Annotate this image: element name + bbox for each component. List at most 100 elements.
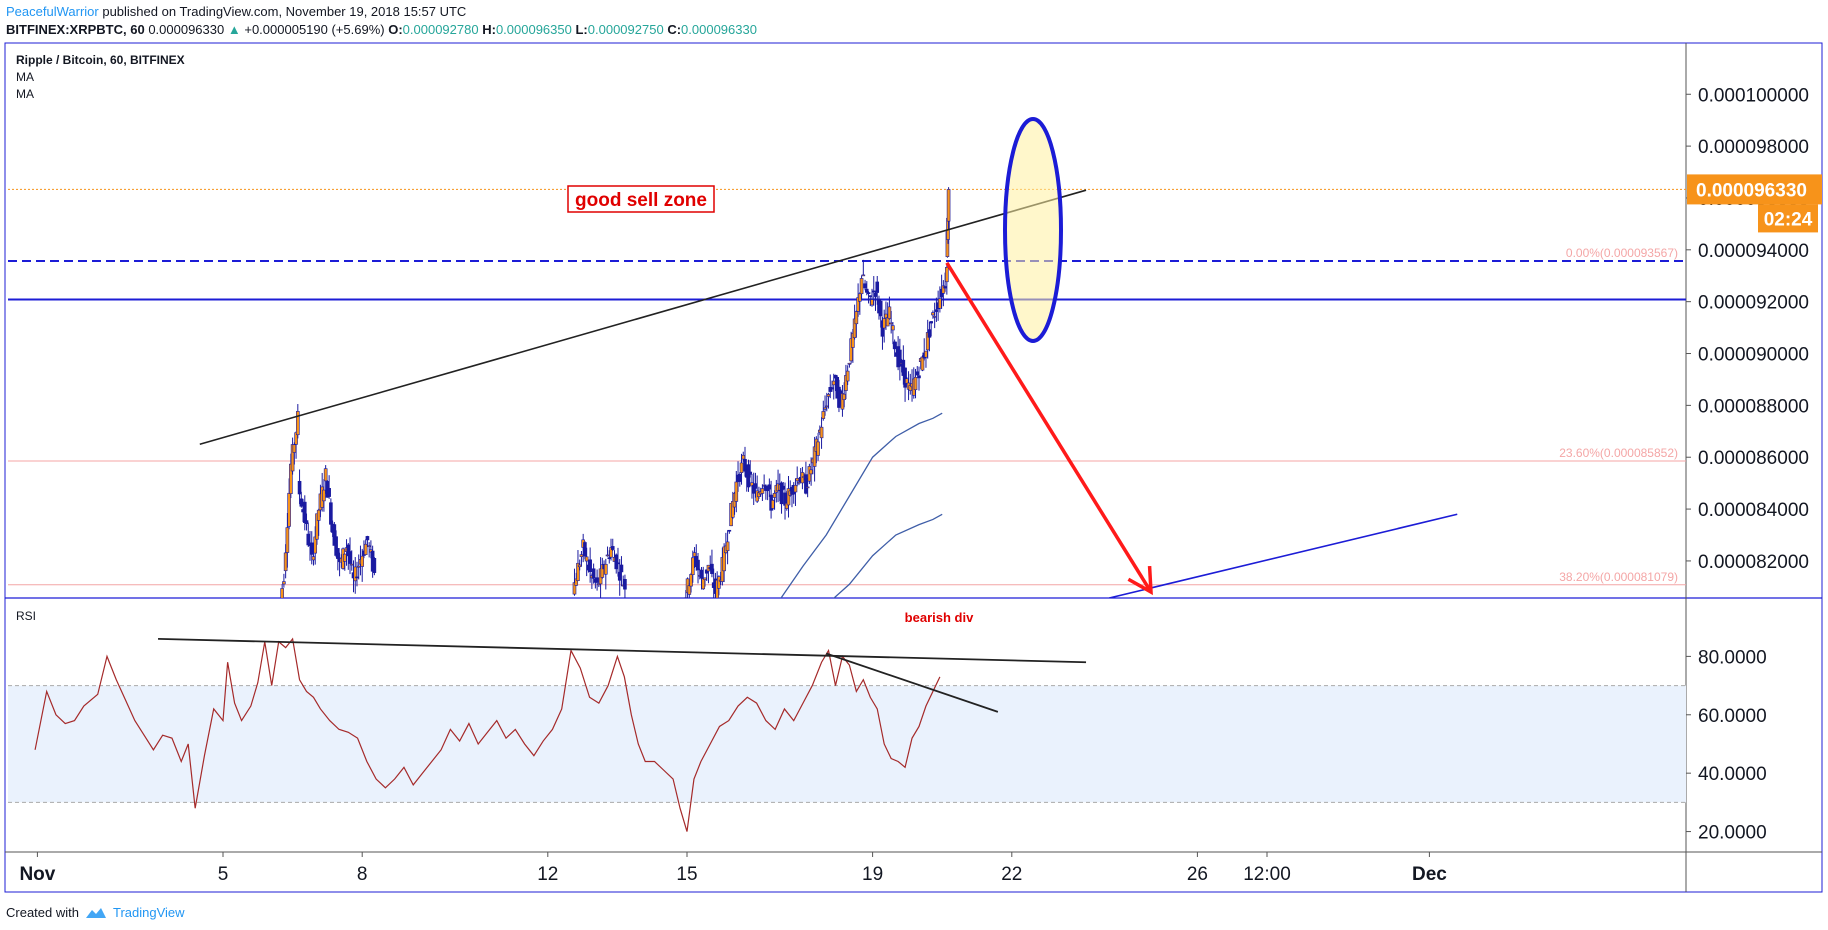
candle-body bbox=[771, 500, 775, 509]
rsi-tick-label: 60.0000 bbox=[1698, 706, 1767, 727]
candle-body bbox=[355, 576, 359, 579]
candle-body bbox=[703, 577, 707, 580]
candle-body bbox=[605, 554, 610, 557]
rsi-trendline bbox=[158, 637, 1087, 664]
candle-body bbox=[681, 611, 684, 613]
tradingview-logo-icon bbox=[85, 907, 106, 918]
candle-body bbox=[824, 405, 829, 408]
candle-body bbox=[727, 529, 732, 532]
candle-body bbox=[579, 554, 584, 558]
candle-body bbox=[614, 554, 619, 570]
candle-body bbox=[927, 329, 932, 338]
candle-body bbox=[779, 482, 784, 505]
price-tick-label: 0.000082000 bbox=[1698, 552, 1809, 573]
high-value: 0.000096350 bbox=[495, 22, 572, 37]
current-price-label: 0.000096330 bbox=[1696, 180, 1807, 201]
symbol-text: BITFINEX:XRPBTC, 60 bbox=[6, 22, 145, 37]
candle-body bbox=[920, 356, 925, 371]
candle-body bbox=[932, 316, 937, 318]
forecast-arrow-head bbox=[1127, 565, 1153, 596]
rsi-band bbox=[8, 685, 1686, 803]
time-tick-label: 12:00 bbox=[1243, 864, 1291, 885]
candle-body bbox=[277, 612, 280, 626]
candle-body bbox=[741, 454, 746, 460]
legend-ma-2[interactable]: MA bbox=[16, 87, 34, 101]
candle-body bbox=[296, 411, 300, 436]
candle-body bbox=[885, 317, 890, 327]
candle-body bbox=[889, 322, 893, 325]
close-label: C: bbox=[667, 22, 682, 37]
candle-body bbox=[283, 552, 288, 572]
candle-body bbox=[753, 483, 758, 489]
up-triangle-icon: ▲ bbox=[227, 22, 241, 37]
candle-body bbox=[884, 313, 888, 319]
time-tick-label: 12 bbox=[537, 864, 558, 885]
candle-body bbox=[329, 502, 333, 525]
candle-body bbox=[595, 577, 599, 583]
candle-body bbox=[584, 556, 589, 562]
candle-body bbox=[311, 556, 316, 561]
forecast-arrow-shaft bbox=[945, 261, 1153, 593]
price-tick-label: 0.000098000 bbox=[1698, 137, 1809, 158]
candle-body bbox=[616, 562, 620, 565]
legend-ma-1[interactable]: MA bbox=[16, 70, 34, 84]
candle-body bbox=[323, 468, 328, 482]
candle-body bbox=[870, 299, 874, 306]
candle-body bbox=[873, 292, 878, 297]
highlight-ellipse bbox=[1003, 117, 1063, 343]
candle-body bbox=[915, 371, 920, 376]
price-tick-label: 0.000094000 bbox=[1698, 241, 1809, 262]
candle-body bbox=[372, 558, 377, 573]
candle-body bbox=[687, 585, 692, 595]
fib-level-label: 23.60%(0.000085852) bbox=[1559, 446, 1678, 460]
candle-body bbox=[847, 362, 852, 365]
candle-body bbox=[327, 488, 331, 497]
candle-body bbox=[858, 293, 862, 302]
candle-body bbox=[363, 543, 368, 555]
time-tick-label: 15 bbox=[676, 864, 697, 885]
time-tick-label: Nov bbox=[19, 864, 55, 885]
candle-body bbox=[816, 441, 820, 456]
candle-body bbox=[683, 604, 686, 615]
candle-body bbox=[591, 568, 596, 579]
moving-average-fast bbox=[780, 412, 943, 598]
candle-body bbox=[285, 527, 290, 553]
change-text: +0.000005190 (+5.69%) bbox=[244, 22, 385, 37]
candle-body bbox=[734, 481, 739, 502]
candle-body bbox=[710, 563, 714, 574]
candle-body bbox=[931, 312, 935, 316]
candle-body bbox=[760, 488, 765, 494]
candle-body bbox=[854, 311, 859, 325]
candle-body bbox=[309, 542, 314, 555]
candle-body bbox=[684, 597, 688, 598]
author-link[interactable]: PeacefulWarrior bbox=[6, 4, 99, 19]
candle-body bbox=[610, 546, 615, 550]
close-value: 0.000096330 bbox=[681, 22, 757, 37]
candle-body bbox=[299, 498, 304, 507]
candle-body bbox=[365, 536, 370, 541]
current-price-tag bbox=[1687, 174, 1822, 205]
countdown-label: 02:24 bbox=[1764, 209, 1813, 230]
candle-body bbox=[863, 283, 867, 289]
rsi-divergence-line bbox=[825, 652, 999, 713]
ohlc-line: BITFINEX:XRPBTC, 60 0.000096330 ▲ +0.000… bbox=[6, 22, 757, 37]
tradingview-link[interactable]: TradingView bbox=[112, 905, 185, 920]
candle-body bbox=[302, 501, 307, 523]
candle-body bbox=[737, 473, 742, 482]
candle-body bbox=[929, 321, 933, 324]
candle-body bbox=[739, 462, 744, 473]
candle-body bbox=[746, 464, 751, 488]
candle-body bbox=[367, 545, 371, 548]
candle-body bbox=[353, 566, 358, 582]
candle-body bbox=[859, 278, 864, 295]
candle-body bbox=[588, 559, 592, 573]
chart-frame bbox=[4, 42, 1823, 893]
candle-body bbox=[603, 563, 608, 575]
candle-body bbox=[868, 295, 873, 297]
candle-body bbox=[607, 557, 612, 560]
fib-level-label: 38.20%(0.000081079) bbox=[1559, 570, 1678, 584]
candle-body bbox=[692, 552, 697, 557]
candle-body bbox=[864, 288, 869, 293]
legend-title: Ripple / Bitcoin, 60, BITFINEX bbox=[16, 53, 185, 67]
